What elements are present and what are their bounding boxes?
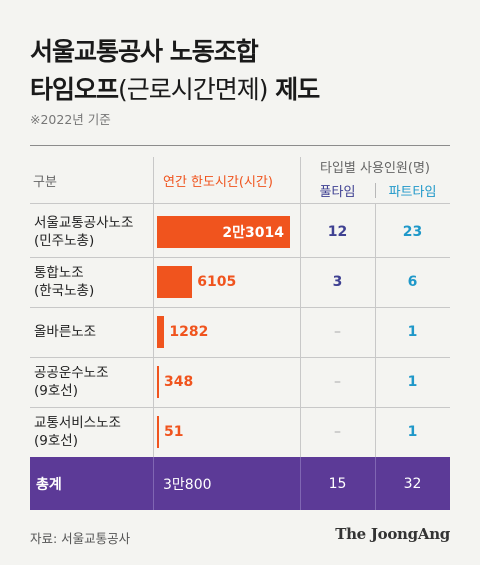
table-row: 통합노조 (한국노총) 6105 3 6 — [0, 257, 480, 307]
hours-value-label: 348 — [164, 374, 194, 390]
part-time-count: 23 — [402, 224, 423, 240]
chart-title-line2: 타임오프(근로시간면제) 제도 — [30, 70, 320, 106]
full-time-count: – — [334, 324, 341, 340]
base-year-note: ※2022년 기준 — [30, 112, 111, 127]
total-divider-2 — [300, 457, 301, 510]
hours-value-label: 6105 — [197, 274, 237, 290]
row-divider — [30, 307, 450, 308]
hours-bar — [157, 316, 165, 348]
hours-bar — [157, 416, 159, 448]
header-category: 구분 — [33, 175, 57, 190]
title-main: 타임오프 — [30, 75, 119, 104]
table-row: 공공운수노조 (9호선) 348 – 1 — [0, 357, 480, 407]
part-time-count: 6 — [407, 274, 418, 290]
table-row: 교통서비스노조 (9호선) 51 – 1 — [0, 407, 480, 457]
row-label: 공공운수노조 (9호선) — [34, 365, 109, 399]
total-divider-1 — [153, 457, 154, 510]
row-label: 올바른노조 — [34, 324, 97, 340]
table-row: 올바른노조 1282 – 1 — [0, 307, 480, 357]
row-divider — [30, 257, 450, 258]
hours-bar — [157, 366, 159, 398]
header-separator — [375, 183, 376, 198]
row-label: 서울교통공사노조 (민주노총) — [34, 215, 134, 249]
header-part-time: 파트타임 — [388, 185, 437, 200]
table-top-rule — [30, 145, 450, 146]
title-tail: 제도 — [275, 75, 320, 104]
column-divider-3 — [375, 203, 376, 457]
total-part-time: 32 — [403, 475, 422, 492]
part-time-count: 1 — [407, 374, 418, 390]
hours-value-label: 51 — [164, 424, 184, 440]
total-label: 총계 — [36, 476, 62, 493]
full-time-count: 12 — [327, 224, 348, 240]
part-time-count: 1 — [407, 424, 418, 440]
header-full-time: 풀타임 — [319, 185, 356, 200]
row-divider — [30, 407, 450, 408]
total-row — [30, 457, 450, 510]
header-annual-limit: 연간 한도시간(시간) — [163, 175, 273, 190]
hours-value-label: 1282 — [169, 324, 209, 340]
hours-value-label: 2만3014 — [222, 225, 284, 241]
total-full-time: 15 — [328, 475, 347, 492]
chart-title-line1: 서울교통공사 노동조합 — [30, 37, 259, 66]
part-time-count: 1 — [407, 324, 418, 340]
total-divider-3 — [375, 457, 376, 510]
publisher-logo: The JoongAng — [335, 525, 450, 543]
total-annual-hours: 3만800 — [163, 476, 212, 493]
source-credit: 자료: 서울교통공사 — [30, 531, 131, 546]
row-divider — [30, 357, 450, 358]
header-rule — [30, 203, 450, 204]
title-paren: (근로시간면제) — [118, 75, 269, 104]
header-staff: 타입별 사용인원(명) — [320, 161, 430, 176]
hours-bar — [157, 216, 290, 248]
row-label: 통합노조 (한국노총) — [34, 265, 95, 299]
full-time-count: 3 — [332, 274, 343, 290]
table-row: 서울교통공사노조 (민주노총) 2만3014 12 23 — [0, 207, 480, 257]
row-label: 교통서비스노조 (9호선) — [34, 415, 121, 449]
full-time-count: – — [334, 374, 341, 390]
full-time-count: – — [334, 424, 341, 440]
hours-bar — [157, 266, 193, 298]
